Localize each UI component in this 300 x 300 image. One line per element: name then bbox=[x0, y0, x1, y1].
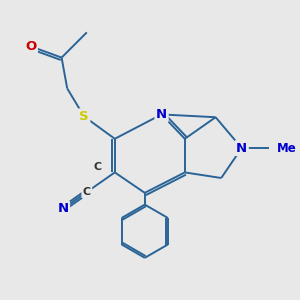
Text: Me: Me bbox=[277, 142, 297, 154]
Text: C: C bbox=[83, 187, 91, 197]
Text: S: S bbox=[79, 110, 89, 123]
Text: N: N bbox=[57, 202, 69, 215]
Text: N: N bbox=[236, 142, 247, 154]
Text: C: C bbox=[94, 162, 102, 172]
Text: O: O bbox=[25, 40, 36, 53]
Text: N: N bbox=[156, 108, 167, 121]
